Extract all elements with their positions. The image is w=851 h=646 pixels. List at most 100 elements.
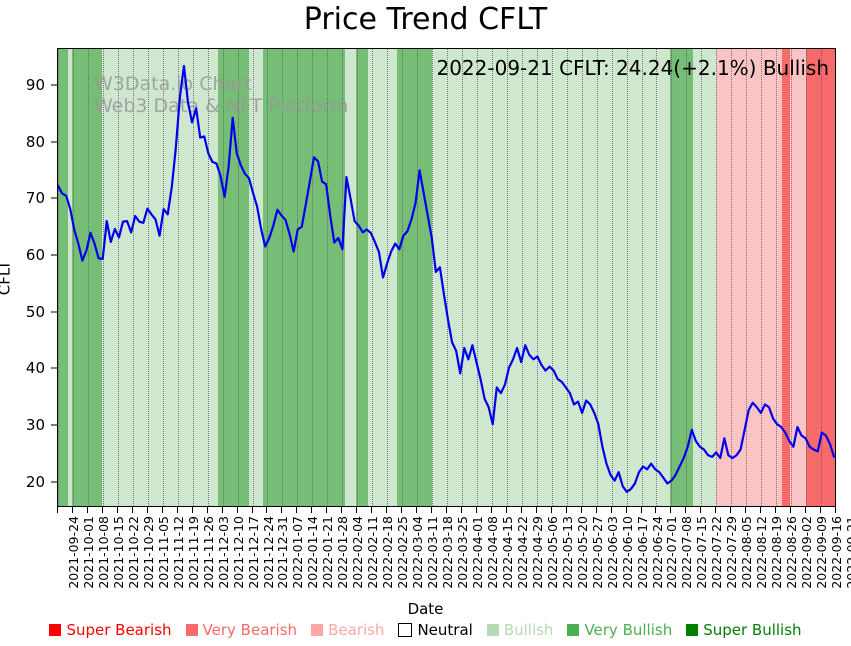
legend-label: Bullish (503, 621, 554, 639)
y-tick-mark (51, 197, 57, 199)
gridline (521, 49, 523, 506)
gridline (297, 49, 299, 506)
annotation-layer: 2022-09-21 CFLT: 24.24(+2.1%) Bullish (58, 49, 835, 506)
sentiment-band-bullish (248, 49, 263, 506)
x-tick-label: 2021-09-24 (66, 516, 81, 589)
y-tick-label: 50 (25, 302, 45, 321)
gridline (357, 49, 359, 506)
x-tick-mark (311, 507, 313, 513)
x-tick-mark (805, 507, 807, 513)
x-tick-mark (775, 507, 777, 513)
gridline (58, 49, 59, 506)
legend-item-very-bearish[interactable]: Very Bearish (185, 621, 298, 639)
x-tick-mark (475, 507, 477, 513)
gridline (581, 49, 583, 506)
x-tick-mark (490, 507, 492, 513)
gridline (791, 49, 793, 506)
legend-item-bearish[interactable]: Bearish (311, 621, 384, 639)
x-tick-label: 2022-09-09 (814, 516, 830, 589)
gridline (716, 49, 718, 506)
sentiment-band-very-bullish (355, 49, 369, 506)
gridline (821, 49, 823, 506)
y-tick-label: 80 (25, 132, 45, 151)
x-tick-mark (296, 507, 298, 513)
x-tick-label: 2022-03-04 (410, 516, 426, 589)
y-tick-mark (51, 424, 57, 426)
gridline (671, 49, 673, 506)
gridline (551, 49, 553, 506)
gridline (147, 49, 149, 506)
legend-swatch-icon (686, 624, 699, 636)
x-tick-label: 2022-08-12 (754, 516, 770, 589)
x-tick-mark (446, 507, 447, 513)
x-tick-label: 2022-02-18 (380, 516, 396, 589)
x-tick-mark (505, 507, 507, 513)
x-tick-label: 2022-03-25 (455, 516, 470, 589)
x-tick-label: 2022-03-18 (440, 516, 456, 589)
legend-item-super-bearish[interactable]: Super Bearish (49, 621, 172, 639)
legend-swatch-icon (567, 624, 580, 636)
x-tick-mark (86, 507, 88, 513)
x-tick-label: 2021-11-12 (170, 516, 186, 589)
legend-swatch-icon (486, 624, 499, 636)
legend: Super Bearish Very Bearish Bearish Neutral B… (0, 619, 851, 641)
x-tick-label: 2021-10-08 (95, 516, 111, 589)
plot-area: W3Data.io Chart Web3 Data & NFT Platform… (57, 48, 836, 507)
legend-item-super-bullish[interactable]: Super Bullish (686, 621, 802, 639)
y-axis: 20 30 40 50 60 70 80 90 (0, 48, 57, 507)
gridline (701, 49, 703, 506)
gridline (222, 49, 224, 506)
x-axis-title: Date (407, 600, 444, 618)
gridline (761, 49, 763, 506)
gridline (342, 49, 344, 506)
x-tick-label: 2022-02-11 (365, 516, 381, 589)
gridline (252, 49, 254, 506)
legend-item-very-bullish[interactable]: Very Bullish (567, 621, 672, 639)
x-tick-mark (221, 507, 223, 513)
x-tick-label: 2021-10-29 (140, 516, 156, 589)
x-tick-mark (655, 507, 657, 513)
x-tick-mark (730, 507, 732, 513)
gridline (596, 49, 598, 506)
x-tick-mark (745, 507, 747, 513)
x-tick-label: 2021-12-03 (215, 516, 231, 589)
x-tick-label: 2021-10-22 (125, 516, 141, 589)
y-tick-mark (51, 367, 57, 369)
y-tick-label: 30 (25, 415, 45, 434)
y-tick-mark (51, 311, 57, 312)
y-tick-label: 60 (25, 245, 45, 264)
y-tick-mark (51, 254, 57, 256)
x-tick-label: 2022-07-15 (694, 516, 710, 589)
legend-item-neutral[interactable]: Neutral (398, 621, 473, 639)
gridline (237, 49, 239, 506)
gridline (87, 49, 89, 506)
y-tick-mark (51, 481, 57, 482)
x-tick-label: 2022-04-15 (499, 516, 515, 589)
x-tick-mark (251, 507, 253, 513)
legend-label: Very Bearish (202, 621, 298, 639)
x-tick-mark (401, 507, 403, 513)
x-tick-label: 2022-03-11 (425, 516, 441, 589)
legend-swatch-icon (398, 623, 413, 637)
x-tick-mark (790, 507, 792, 513)
x-tick-mark (206, 507, 208, 513)
gridline (491, 49, 493, 506)
x-tick-label: 2022-09-16 (829, 516, 845, 589)
x-tick-mark (460, 507, 462, 513)
x-tick-label: 2022-06-03 (604, 516, 620, 589)
gridline (686, 49, 688, 506)
x-tick-mark (760, 507, 762, 513)
gridline (117, 49, 119, 506)
y-tick-label: 90 (25, 75, 45, 94)
x-tick-mark (700, 507, 702, 513)
gridline (536, 49, 538, 506)
y-tick-label: 20 (25, 472, 45, 491)
legend-swatch-icon (49, 624, 62, 636)
x-tick-mark (610, 507, 612, 513)
legend-item-bullish[interactable]: Bullish (486, 621, 554, 639)
x-tick-label: 2021-12-10 (230, 516, 246, 589)
x-tick-label: 2022-06-10 (619, 516, 635, 589)
x-tick-label: 2022-01-21 (320, 516, 336, 589)
x-tick-label: 2022-04-29 (529, 516, 545, 589)
x-tick-mark (341, 507, 343, 513)
